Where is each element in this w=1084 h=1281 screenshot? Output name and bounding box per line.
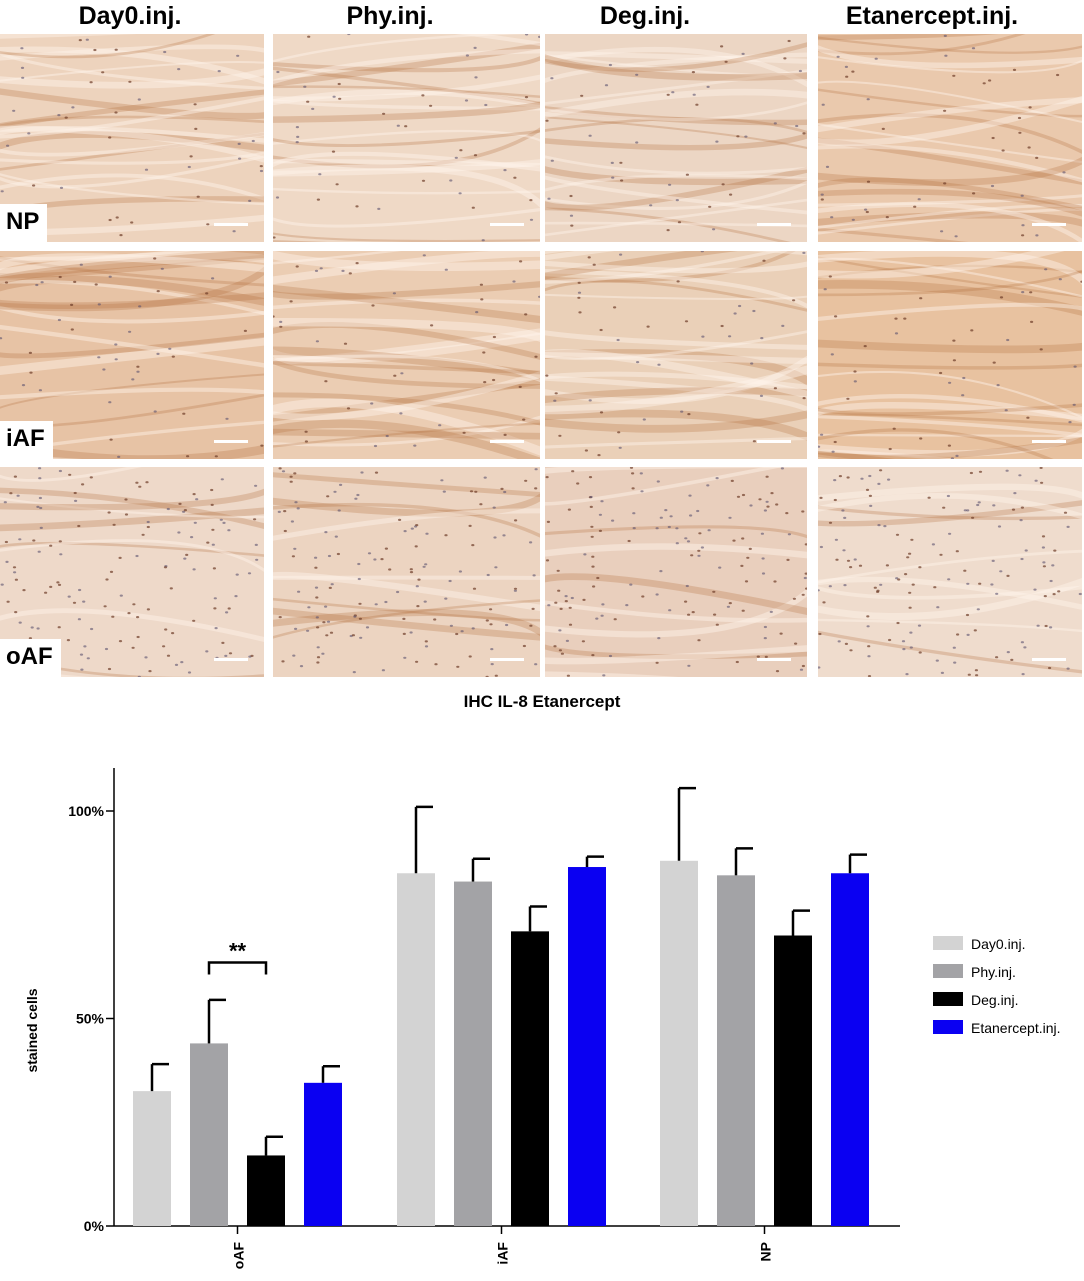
bar bbox=[831, 873, 869, 1226]
legend-swatch bbox=[933, 992, 963, 1006]
column-header-2: Deg.inj. bbox=[599, 2, 691, 30]
tissue-texture bbox=[273, 34, 540, 242]
bar-chart: 0% 50% 100% stained cells oAF iAF NP ** Day0.inj… bbox=[24, 768, 1061, 1270]
micrograph-panel bbox=[545, 251, 807, 459]
tissue-texture bbox=[545, 39, 807, 242]
legend-swatch bbox=[933, 936, 963, 950]
micrograph-panel bbox=[273, 467, 540, 677]
scale-bar bbox=[490, 223, 524, 226]
legend-label: Etanercept.inj. bbox=[971, 1020, 1061, 1036]
tissue-texture bbox=[273, 251, 540, 459]
legend-label: Day0.inj. bbox=[971, 936, 1025, 952]
bar bbox=[660, 860, 698, 1226]
x-tick-label: iAF bbox=[495, 1242, 511, 1265]
bar bbox=[454, 881, 492, 1226]
scale-bar bbox=[214, 223, 248, 226]
bar bbox=[133, 1091, 171, 1226]
legend-swatch bbox=[933, 1020, 963, 1034]
x-tick-label: oAF bbox=[231, 1242, 247, 1270]
column-header-1: Phy.inj. bbox=[346, 2, 434, 30]
scale-bar bbox=[1032, 658, 1066, 661]
tissue-texture bbox=[273, 467, 540, 677]
row-label-2: oAF bbox=[0, 639, 61, 677]
y-axis-title: stained cells bbox=[24, 988, 40, 1072]
y-tick-label: 100% bbox=[68, 803, 104, 819]
scale-bar bbox=[757, 658, 791, 661]
bar bbox=[190, 1043, 228, 1226]
y-tick-label: 0% bbox=[84, 1218, 105, 1234]
bar bbox=[304, 1082, 342, 1226]
column-header-3: Etanercept.inj. bbox=[845, 2, 1019, 30]
tissue-texture bbox=[0, 251, 264, 459]
y-tick-label: 50% bbox=[76, 1011, 105, 1027]
significance-bracket bbox=[207, 961, 268, 975]
scale-bar bbox=[757, 440, 791, 443]
micrograph-panel bbox=[545, 34, 807, 242]
tissue-texture bbox=[818, 34, 1082, 242]
figure-title: IHC IL-8 Etanercept bbox=[463, 692, 621, 711]
row-label-0: NP bbox=[0, 204, 48, 242]
tissue-texture bbox=[545, 467, 807, 677]
scale-bar bbox=[1032, 223, 1066, 226]
bar bbox=[397, 873, 435, 1226]
scale-bar bbox=[757, 223, 791, 226]
tissue-texture bbox=[818, 251, 1082, 459]
tissue-texture bbox=[818, 467, 1082, 677]
scale-bar bbox=[1032, 440, 1066, 443]
bar bbox=[717, 875, 755, 1226]
legend-swatch bbox=[933, 964, 963, 978]
bar bbox=[511, 931, 549, 1226]
micrograph-panel bbox=[273, 251, 540, 459]
scale-bar bbox=[214, 658, 248, 661]
tissue-texture bbox=[0, 467, 264, 677]
significance-label: ** bbox=[229, 938, 247, 963]
micrograph-panel bbox=[273, 34, 540, 242]
micrograph-panel bbox=[818, 34, 1082, 242]
tissue-texture bbox=[545, 251, 807, 457]
bar bbox=[247, 1155, 285, 1226]
scale-bar bbox=[490, 440, 524, 443]
scale-bar bbox=[490, 658, 524, 661]
legend-label: Deg.inj. bbox=[971, 992, 1018, 1008]
row-label-1: iAF bbox=[0, 421, 53, 459]
scale-bar bbox=[214, 440, 248, 443]
bar bbox=[774, 935, 812, 1226]
column-header-0: Day0.inj. bbox=[78, 2, 182, 30]
x-tick-label: NP bbox=[758, 1242, 774, 1261]
micrograph-panel bbox=[545, 467, 807, 677]
bar bbox=[568, 867, 606, 1226]
legend-label: Phy.inj. bbox=[971, 964, 1016, 980]
micrograph-panel bbox=[818, 467, 1082, 677]
micrograph-panel bbox=[818, 251, 1082, 459]
